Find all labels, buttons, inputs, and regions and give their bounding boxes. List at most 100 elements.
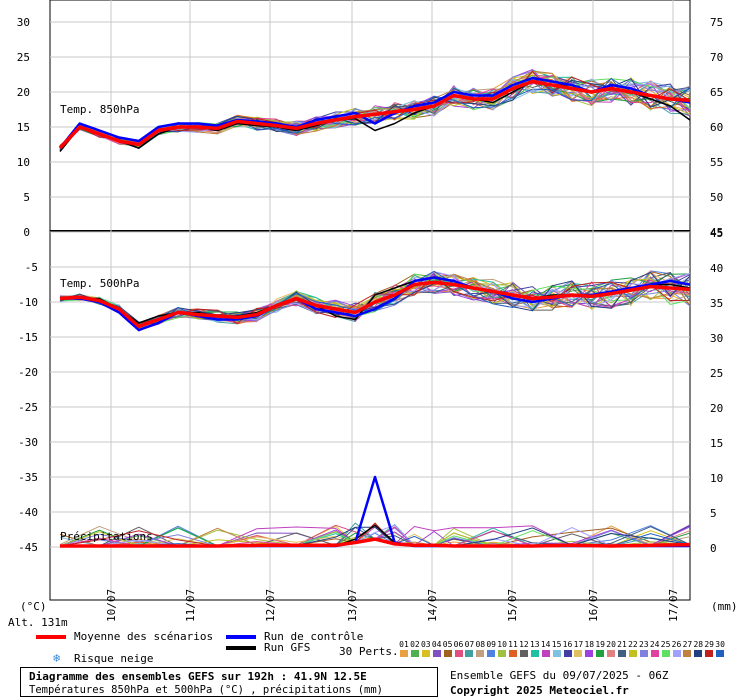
info-title: Diagramme des ensembles GEFS sur 192h : … [29,670,367,683]
y-tick-850: 20 [17,86,30,99]
pert-number: 07 [464,640,475,649]
y-tick-850: 30 [17,16,30,29]
legend-mean-label: Moyenne des scénarios [74,630,214,643]
pert-swatch [628,650,637,657]
pert-number: 23 [638,640,649,649]
x-tick-date: 16/07 [587,589,600,622]
y-tick-right-850: 65 [710,86,723,99]
pert-number: 02 [410,640,420,649]
y-tick-right-500: 30 [710,332,723,345]
pert-number: 21 [617,640,627,649]
pert-swatch [683,650,692,657]
info-box: Diagramme des ensembles GEFS sur 192h : … [20,667,438,697]
pert-swatch [574,650,583,657]
copyright: Copyright 2025 Meteociel.fr [450,684,629,697]
pert-number: 26 [671,640,682,649]
pert-swatch [432,650,441,657]
pert-swatch [705,650,714,657]
series-lines [58,76,691,548]
pert-swatch [661,650,670,657]
pert-swatch [465,650,474,657]
pert-number: 13 [529,640,540,649]
y-tick-850: 5 [23,191,30,204]
pert-swatch [487,650,496,657]
pert-swatch [498,650,507,657]
run-info: Ensemble GEFS du 09/07/2025 - 06Z [450,669,669,682]
y-tick-500: -30 [18,436,38,449]
pert-number: 14 [540,640,551,649]
panel-title-precip: Précipitations [60,530,153,543]
y-tick-right-850: 50 [710,191,723,204]
perturbation-line [59,273,691,329]
altitude-label: Alt. 131m [8,616,68,629]
pert-number: 03 [420,640,431,649]
y-tick-right-500: 5 [710,507,717,520]
moyenne-des-sc-nariosline [60,537,691,548]
x-tick-date: 10/07 [105,589,118,622]
y-tick-500: -15 [18,331,38,344]
x-tick-date: 17/07 [667,589,680,622]
pert-swatch [618,650,626,657]
y-tick-right-500: 35 [710,297,723,310]
y-tick-500: -40 [18,506,38,519]
pert-number: 09 [486,640,496,649]
pert-number: 29 [704,640,714,649]
legend-mean-swatch [36,635,66,639]
y-tick-right-850: 55 [710,156,723,169]
y-tick-right-500: 20 [710,402,723,415]
pert-number: 20 [606,640,616,649]
legend-perts-label: 30 Perts. [339,645,399,658]
y-tick-500: -35 [18,471,38,484]
pert-swatch [454,650,463,657]
y-tick-500: -45 [18,541,38,554]
pert-number: 22 [628,640,638,649]
pert-number: 28 [693,640,704,649]
legend-gfs-swatch [226,646,256,650]
pert-swatch [585,650,594,657]
left-unit-label: (°C) [20,600,47,613]
pert-swatch [530,650,539,657]
y-tick-right-850: 45 [710,226,723,239]
legend-control-swatch [226,635,256,639]
x-tick-date: 12/07 [264,589,277,622]
y-tick-500: -5 [25,261,38,274]
pert-swatch [443,650,452,657]
legend-gfs-label: Run GFS [264,641,311,654]
pert-swatch [519,650,528,657]
panel-title-500: Temp. 500hPa [60,277,139,290]
pert-number: 04 [431,640,442,649]
y-tick-right-500: 10 [710,472,723,485]
moyenne-des-sc-nariosline [58,79,691,150]
legend-control-label: Run de contrôle [264,630,364,643]
pert-swatch [541,650,550,657]
pert-number: 06 [453,640,464,649]
y-tick-850: 15 [17,121,30,134]
x-tick-date: 11/07 [184,589,197,622]
y-tick-right-500: 40 [710,262,723,275]
y-tick-right-500: 45 [710,227,723,240]
y-tick-850: 25 [17,51,30,64]
pert-number: 17 [573,640,584,649]
y-tick-right-500: 0 [710,542,717,555]
y-tick-850: 0 [23,226,30,239]
y-tick-right-500: 15 [710,437,723,450]
pert-swatch [672,650,681,657]
pert-number: 01 [399,640,409,649]
x-tick-date: 15/07 [506,589,519,622]
pert-number: 10 [497,640,507,649]
info-subtitle: Températures 850hPa et 500hPa (°C) , pré… [29,684,384,696]
pert-number: 19 [595,640,605,649]
y-tick-right-500: 25 [710,367,723,380]
pert-swatch [694,650,703,657]
panel-title-850: Temp. 850hPa [60,103,139,116]
y-tick-500: -10 [18,296,38,309]
pert-number: 15 [551,640,562,649]
pert-swatch [650,650,659,657]
x-tick-date: 13/07 [346,589,359,622]
pert-number: 05 [442,640,453,649]
pert-number: 24 [649,640,660,649]
pert-swatch [607,650,616,657]
pert-number: 11 [508,640,518,649]
pert-swatch [563,650,572,657]
